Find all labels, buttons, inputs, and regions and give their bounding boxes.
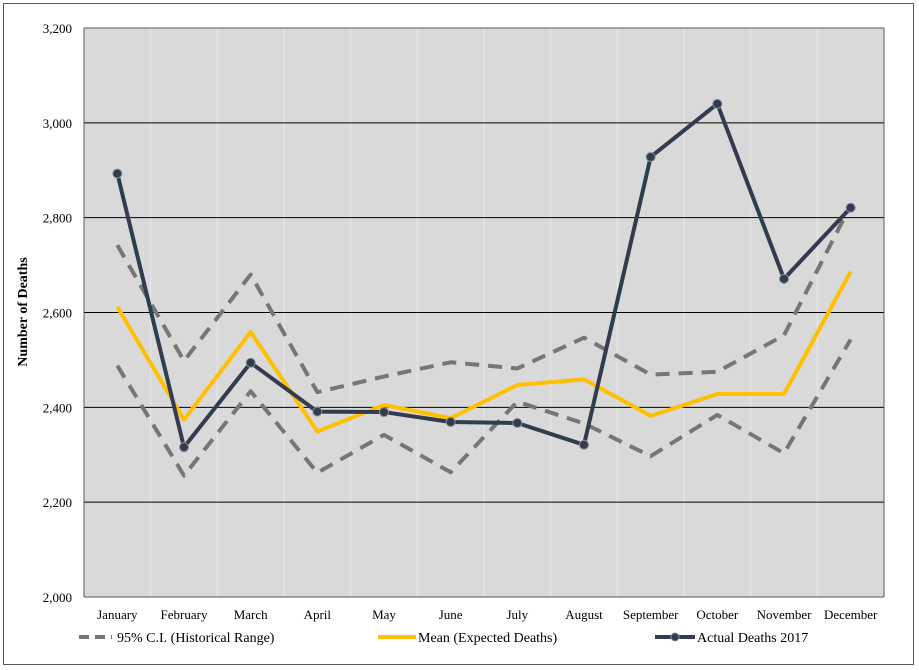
actual-point	[112, 168, 123, 179]
actual-point	[245, 357, 256, 368]
x-tick-label: September	[623, 607, 679, 622]
actual-point	[512, 417, 523, 428]
legend-swatch-actual-marker	[670, 632, 680, 642]
legend-label-ci: 95% C.I. (Historical Range)	[117, 631, 275, 646]
actual-point	[779, 273, 789, 284]
actual-point	[379, 407, 389, 418]
actual-point	[312, 406, 323, 417]
x-tick-label: August	[565, 607, 603, 622]
ci-lower-line	[115, 338, 853, 478]
x-tick-label: December	[824, 607, 878, 622]
actual-point	[845, 202, 856, 213]
y-tick-label: 3,200	[43, 21, 72, 36]
x-tick-label: March	[234, 607, 268, 622]
x-axis-tick-labels: January February March April May June July Augu…	[97, 607, 878, 622]
horizontal-gridlines	[83, 27, 885, 598]
y-tick-label: 2,200	[43, 495, 72, 510]
y-tick-label: 2,400	[43, 400, 72, 415]
actual-point	[579, 439, 589, 450]
x-tick-label: November	[757, 607, 813, 622]
x-tick-label: February	[161, 607, 208, 622]
x-tick-label: April	[304, 607, 332, 622]
actual-line	[115, 101, 853, 450]
actual-point	[712, 98, 723, 109]
mean-line	[115, 270, 853, 434]
series-lines	[112, 98, 856, 478]
y-tick-label: 2,600	[43, 306, 72, 321]
ci-upper-line	[115, 204, 853, 395]
y-tick-label: 3,000	[43, 116, 72, 131]
actual-point	[445, 417, 456, 428]
x-tick-label: July	[506, 607, 528, 622]
x-tick-label: January	[97, 607, 138, 622]
legend: 95% C.I. (Historical Range) Mean (Expect…	[79, 631, 808, 646]
y-axis-label: Number of Deaths	[16, 257, 31, 367]
legend-label-actual: Actual Deaths 2017	[697, 631, 808, 646]
x-tick-label: June	[439, 607, 463, 622]
actual-point	[179, 442, 189, 453]
legend-label-mean: Mean (Expected Deaths)	[418, 631, 557, 646]
y-axis-tick-labels: 2,000 2,200 2,400 2,600 2,800 3,000 3,200	[43, 21, 72, 605]
x-tick-label: October	[696, 607, 739, 622]
x-tick-label: May	[372, 607, 396, 622]
y-tick-label: 2,800	[43, 211, 72, 226]
y-tick-label: 2,000	[43, 590, 72, 605]
actual-point	[645, 151, 656, 162]
